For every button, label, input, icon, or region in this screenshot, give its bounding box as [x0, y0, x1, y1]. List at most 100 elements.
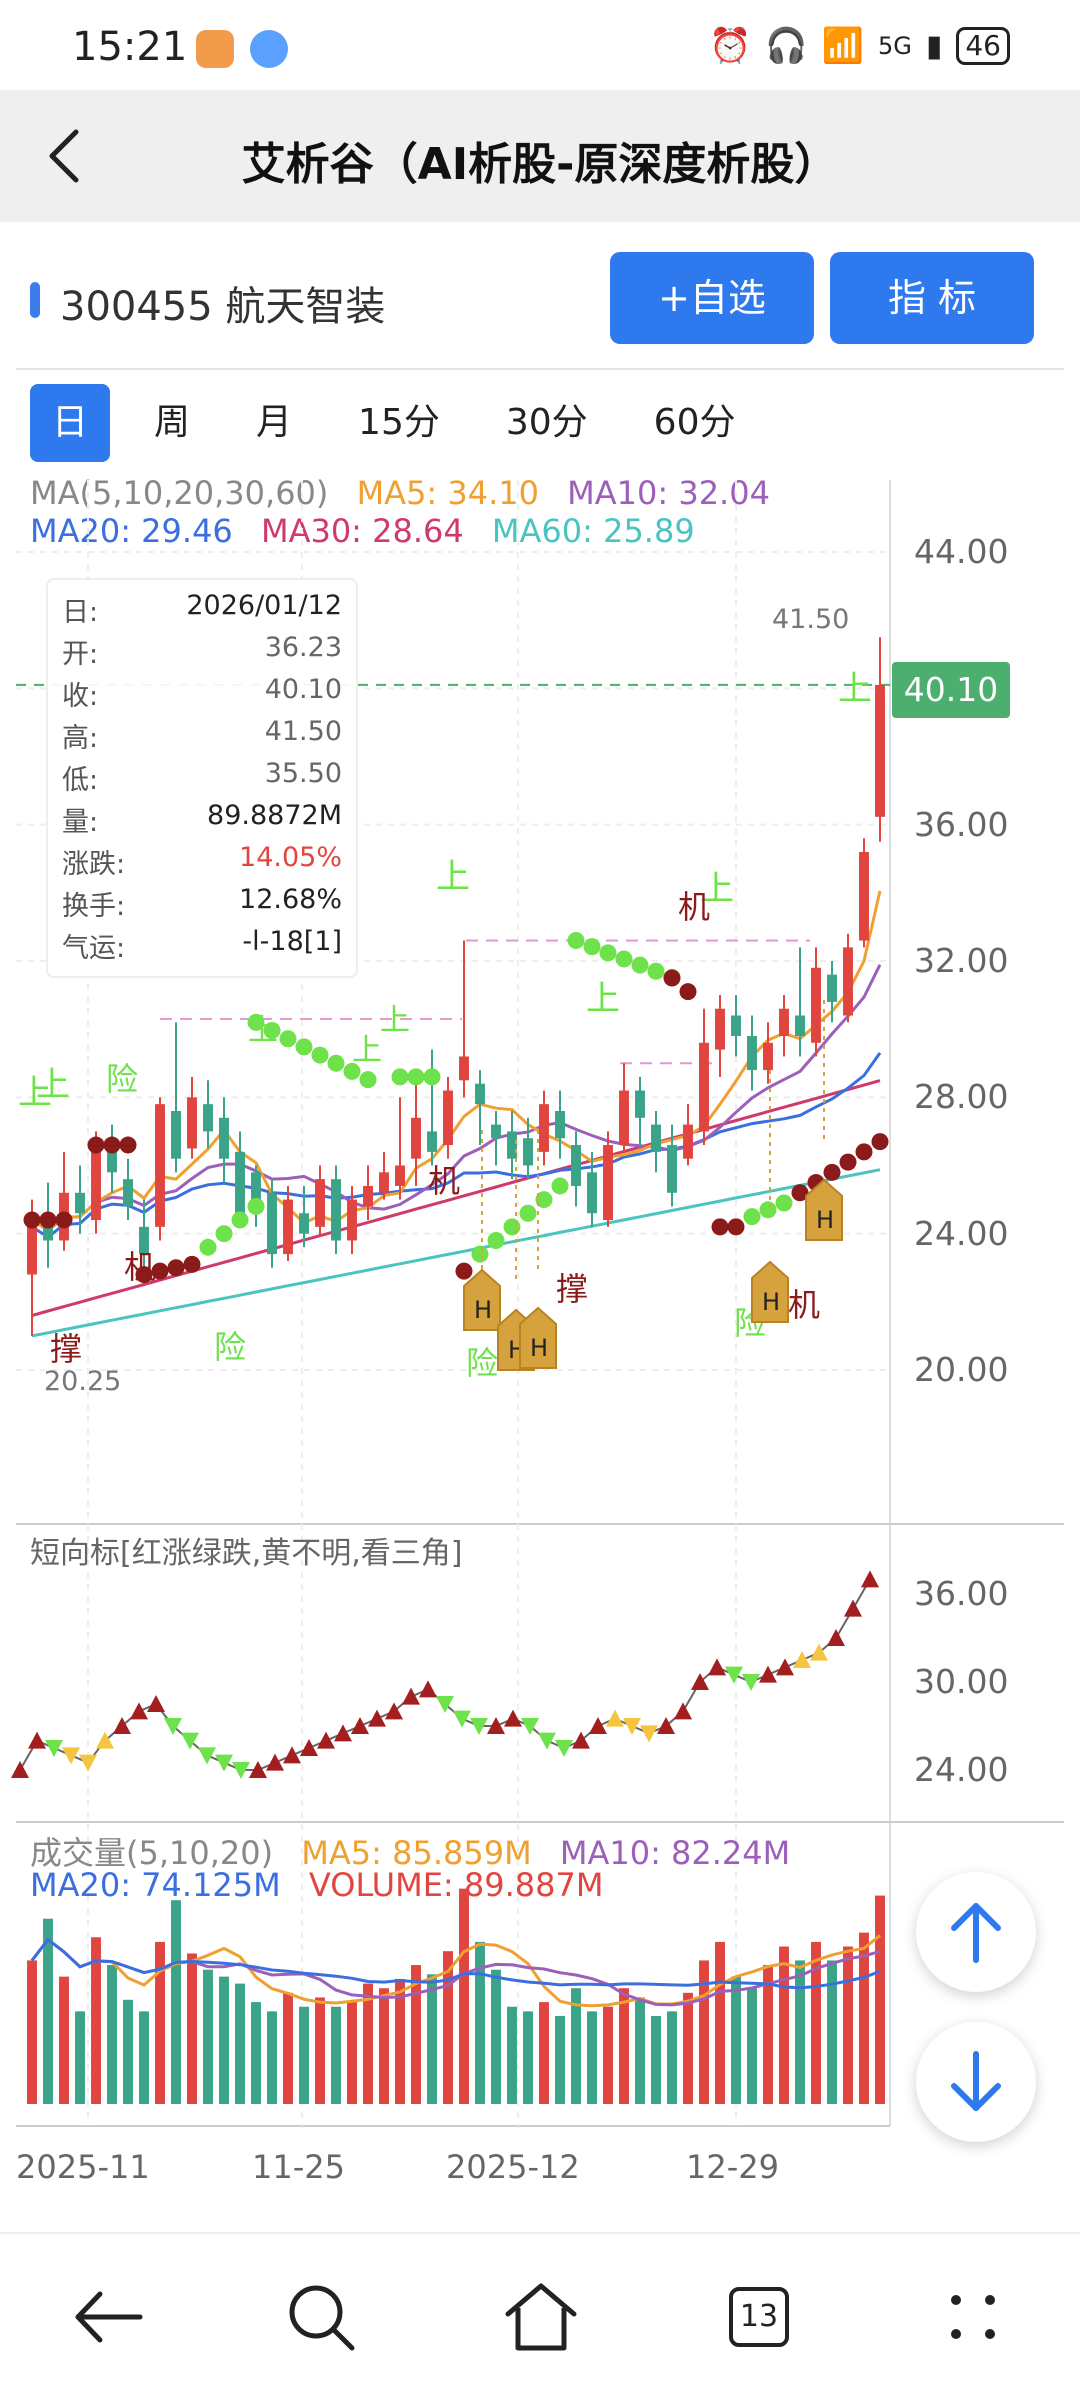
volume-bar	[363, 1983, 373, 2104]
short-triangle-up	[130, 1702, 148, 1720]
volume-bar	[27, 1960, 37, 2104]
vol-ma20-line	[30, 1937, 881, 1990]
short-triangle-up	[266, 1753, 284, 1771]
short-triangle-down	[215, 1754, 233, 1772]
short-indicator	[11, 1570, 879, 1779]
short-triangle-down	[470, 1718, 488, 1735]
short-triangle-down	[45, 1740, 63, 1757]
signal-dot-red	[135, 1266, 153, 1284]
h-tag-shape	[519, 1306, 557, 1369]
candle-body	[587, 1172, 597, 1214]
nav-search-icon[interactable]	[276, 2272, 366, 2362]
short-triangle-up	[657, 1717, 675, 1734]
signal-dot-red	[679, 983, 697, 1001]
short-triangle-up	[861, 1570, 879, 1588]
candle-body	[539, 1104, 549, 1152]
ma-legend-row-2: MA20: 29.46 MA30: 28.64 MA60: 25.89	[30, 512, 713, 550]
short-triangle-up	[572, 1731, 590, 1749]
volume-bar	[139, 2011, 149, 2104]
browser-notification-icon	[250, 30, 288, 68]
signal-dot-red	[823, 1163, 841, 1181]
candle-body	[187, 1097, 197, 1149]
volume-bar	[187, 1953, 197, 2104]
candle-body	[123, 1179, 133, 1207]
nav-menu-icon[interactable]	[928, 2272, 1018, 2362]
volume-bar	[155, 1941, 165, 2104]
tab-60min[interactable]: 60分	[653, 402, 736, 443]
signal-dot-green	[359, 1071, 377, 1089]
candle-body	[667, 1145, 677, 1193]
short-triangle-up	[402, 1687, 420, 1705]
nav-back-icon[interactable]	[64, 2272, 154, 2362]
short-triangle-down	[62, 1747, 80, 1765]
short-triangle-up	[317, 1731, 335, 1749]
nav-home-icon[interactable]	[496, 2272, 586, 2362]
h-tag-label: H	[762, 1288, 780, 1316]
volume-bar	[587, 2011, 597, 2104]
price-tick-label: 20.00	[914, 1350, 1009, 1389]
volume-bar	[827, 1960, 837, 2104]
tab-day[interactable]: 日	[30, 384, 111, 462]
short-triangle-up	[708, 1658, 726, 1676]
volume-bar	[475, 1941, 485, 2104]
info-row-turnover: 换手: 12.68%	[62, 884, 342, 922]
candle-body	[875, 684, 885, 817]
add-watchlist-button[interactable]: +自选	[610, 252, 814, 344]
date-label-1: 2025-11	[16, 2148, 150, 2186]
short-triangle-up	[419, 1680, 437, 1698]
scroll-down-button[interactable]	[916, 2022, 1036, 2142]
short-triangle-up	[368, 1709, 386, 1727]
volume-bar	[251, 2002, 261, 2104]
candle-body	[331, 1179, 341, 1241]
short-triangle-down	[453, 1710, 471, 1728]
signal-dot-red	[119, 1136, 137, 1154]
short-triangle-up	[334, 1724, 352, 1742]
nav-tabs-button[interactable]: 13	[714, 2272, 804, 2362]
candle-body	[107, 1148, 117, 1173]
info-row-volume: 量: 89.8872M	[62, 800, 342, 838]
up-signal-label: 上	[838, 669, 872, 709]
scroll-up-button[interactable]	[916, 1872, 1036, 1992]
signal-dot-red	[55, 1211, 73, 1229]
signal-dot-red	[839, 1153, 857, 1171]
back-arrow-icon[interactable]	[30, 116, 110, 196]
title-bar: 艾析谷（AI析股-原深度析股）	[0, 90, 1080, 222]
tab-15min[interactable]: 15分	[358, 402, 440, 443]
h-signal-tag: H	[805, 1178, 843, 1241]
volume-bars	[27, 1888, 885, 2104]
info-row-low: 低: 35.50	[62, 758, 342, 796]
high-label: 41.50	[772, 604, 850, 635]
chance-signal-label: 机	[678, 888, 710, 926]
signal-dot-green	[247, 1013, 265, 1031]
signal-dot-red	[23, 1211, 41, 1229]
candle-body	[427, 1131, 437, 1152]
page-title: 艾析谷（AI析股-原深度析股）	[241, 139, 839, 190]
signal-dot-red	[663, 969, 681, 987]
candle-body	[155, 1104, 165, 1227]
h-tag-shape	[805, 1178, 843, 1241]
short-triangle-down	[521, 1718, 539, 1735]
short-triangle-up	[827, 1629, 845, 1646]
signal-dot-green	[263, 1022, 281, 1040]
current-price-badge: 40.10	[892, 662, 1010, 718]
short-triangle-up	[96, 1731, 114, 1749]
ma30-line	[31, 1079, 881, 1317]
tab-week[interactable]: 周	[154, 402, 191, 443]
h-tag-shape	[463, 1268, 501, 1331]
status-bar: 15:21 ⏰ 🎧 📶 5G ▮ 46	[0, 0, 1080, 90]
volume-bar	[747, 1988, 757, 2104]
signal-dot-red	[855, 1143, 873, 1161]
short-triangle-up	[589, 1717, 607, 1734]
volume-bar	[123, 1999, 133, 2104]
tab-month[interactable]: 月	[256, 402, 293, 443]
chance-signal-label: 机	[124, 1248, 156, 1286]
candle-body	[795, 1015, 805, 1036]
tab-30min[interactable]: 30分	[505, 402, 588, 443]
volume-bar	[395, 1978, 405, 2104]
short-tick-label: 24.00	[914, 1750, 1009, 1789]
signal-dot-red	[167, 1259, 185, 1277]
volume-bar	[203, 1969, 213, 2104]
up-signal-label: 上	[436, 857, 470, 897]
indicator-button[interactable]: 指 标	[830, 252, 1034, 344]
